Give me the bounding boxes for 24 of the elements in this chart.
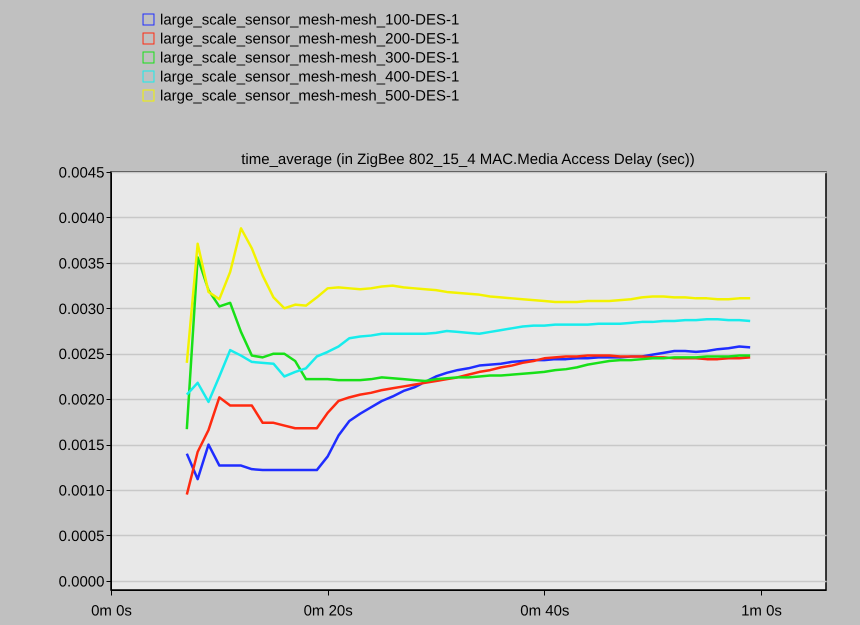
x-tick-label: 0m 40s <box>520 602 570 620</box>
y-tick-label: 0.0030 <box>58 300 104 318</box>
y-tick-label: 0.0040 <box>58 210 104 227</box>
y-tick-label: 0.0025 <box>58 346 104 364</box>
y-tick-label: 0.0005 <box>58 528 104 545</box>
y-tick-label: 0.0015 <box>58 437 104 454</box>
line-series <box>186 318 752 404</box>
line-series <box>186 227 752 364</box>
legend-label: large_scale_sensor_mesh-mesh_100-DES-1 <box>160 12 460 28</box>
y-tick-label: 0.0020 <box>58 392 104 409</box>
legend-label: large_scale_sensor_mesh-mesh_500-DES-1 <box>160 88 460 104</box>
legend-label: large_scale_sensor_mesh-mesh_200-DES-1 <box>160 30 460 48</box>
y-tick-label: 0.0010 <box>58 482 104 500</box>
line-series <box>186 256 752 430</box>
x-tick-label: 0m 0s <box>91 602 132 620</box>
legend-label: large_scale_sensor_mesh-mesh_400-DES-1 <box>160 68 460 86</box>
x-tick-label: 0m 20s <box>304 602 353 620</box>
y-tick-label: 0.0035 <box>58 255 104 272</box>
line-series <box>186 345 752 480</box>
x-tick-label: 1m 0s <box>741 602 782 620</box>
legend-label: large_scale_sensor_mesh-mesh_300-DES-1 <box>160 50 460 66</box>
chart-title: time_average (in ZigBee 802_15_4 MAC.Media Access Delay (sec)) <box>241 151 695 168</box>
y-tick-label: 0.0045 <box>58 164 104 182</box>
y-tick-label: 0.0000 <box>58 573 104 590</box>
